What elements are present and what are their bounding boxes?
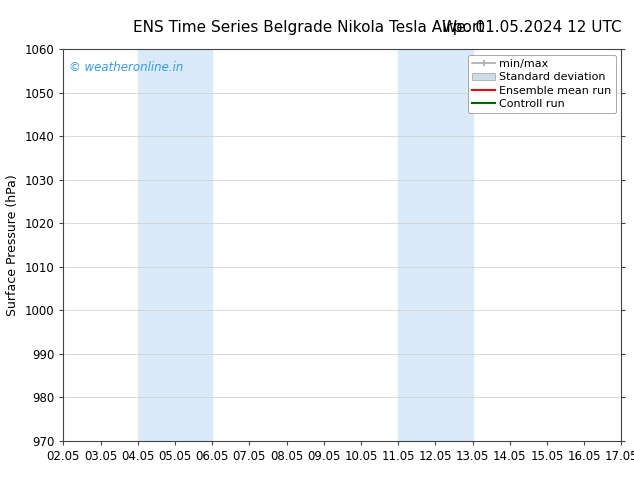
Bar bbox=[398, 49, 472, 441]
Text: ENS Time Series Belgrade Nikola Tesla Airport: ENS Time Series Belgrade Nikola Tesla Ai… bbox=[133, 20, 484, 35]
Text: We. 01.05.2024 12 UTC: We. 01.05.2024 12 UTC bbox=[442, 20, 621, 35]
Text: © weatheronline.in: © weatheronline.in bbox=[69, 61, 183, 74]
Y-axis label: Surface Pressure (hPa): Surface Pressure (hPa) bbox=[6, 174, 19, 316]
Bar bbox=[138, 49, 212, 441]
Legend: min/max, Standard deviation, Ensemble mean run, Controll run: min/max, Standard deviation, Ensemble me… bbox=[468, 54, 616, 114]
